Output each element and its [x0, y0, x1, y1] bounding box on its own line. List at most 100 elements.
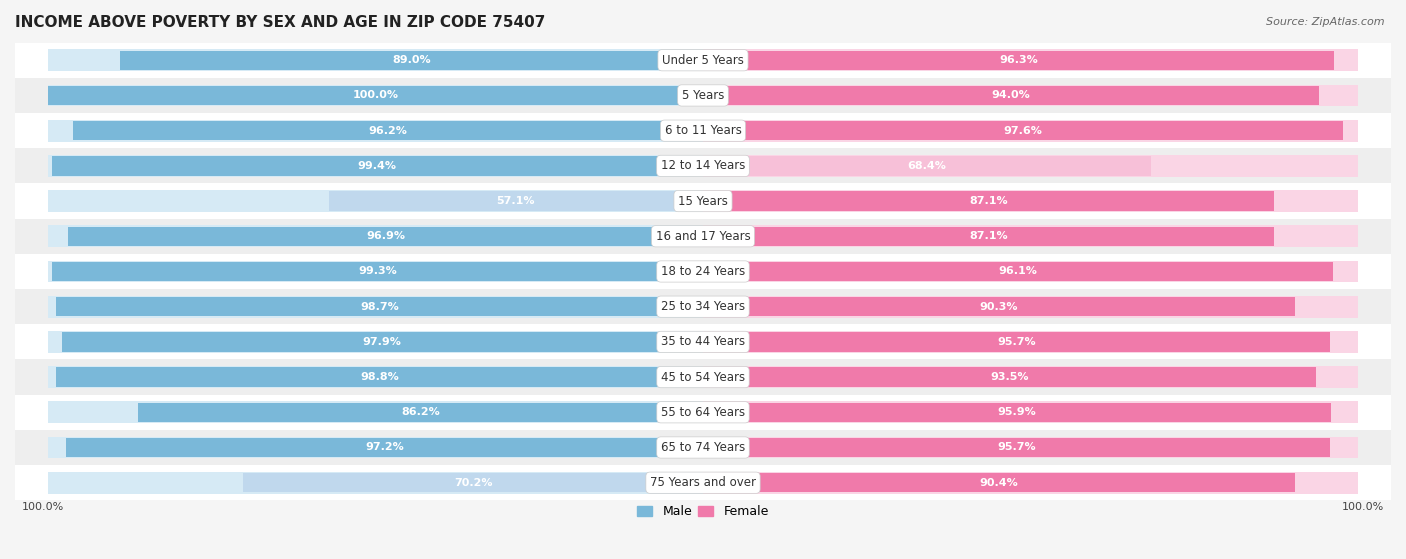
- Bar: [48, 331, 703, 353]
- Bar: [703, 191, 1274, 211]
- Text: 93.5%: 93.5%: [990, 372, 1029, 382]
- Bar: [138, 402, 703, 422]
- Legend: Male, Female: Male, Female: [633, 500, 773, 523]
- Text: 96.9%: 96.9%: [366, 231, 405, 241]
- Bar: [703, 296, 1358, 318]
- Text: Under 5 Years: Under 5 Years: [662, 54, 744, 67]
- Bar: [15, 324, 1391, 359]
- Bar: [52, 262, 703, 281]
- Text: 55 to 64 Years: 55 to 64 Years: [661, 406, 745, 419]
- Bar: [48, 190, 703, 212]
- Text: 12 to 14 Years: 12 to 14 Years: [661, 159, 745, 172]
- Bar: [15, 254, 1391, 289]
- Bar: [48, 49, 703, 71]
- Bar: [703, 438, 1330, 457]
- Bar: [15, 113, 1391, 148]
- Bar: [243, 473, 703, 492]
- Text: 96.3%: 96.3%: [1000, 55, 1038, 65]
- Text: 90.4%: 90.4%: [980, 478, 1018, 487]
- Bar: [67, 226, 703, 246]
- Bar: [66, 438, 703, 457]
- Bar: [703, 437, 1358, 458]
- Bar: [703, 331, 1358, 353]
- Text: 94.0%: 94.0%: [991, 91, 1031, 101]
- Text: 100.0%: 100.0%: [21, 503, 63, 513]
- Text: 96.2%: 96.2%: [368, 126, 408, 136]
- Text: 87.1%: 87.1%: [969, 231, 1008, 241]
- Bar: [15, 183, 1391, 219]
- Bar: [703, 225, 1358, 247]
- Text: 5 Years: 5 Years: [682, 89, 724, 102]
- Bar: [703, 262, 1333, 281]
- Bar: [703, 402, 1331, 422]
- Text: 98.7%: 98.7%: [360, 302, 399, 312]
- Text: 16 and 17 Years: 16 and 17 Years: [655, 230, 751, 243]
- Bar: [703, 226, 1274, 246]
- Text: INCOME ABOVE POVERTY BY SEX AND AGE IN ZIP CODE 75407: INCOME ABOVE POVERTY BY SEX AND AGE IN Z…: [15, 15, 546, 30]
- Bar: [15, 42, 1391, 78]
- Text: 97.6%: 97.6%: [1004, 126, 1042, 136]
- Text: 70.2%: 70.2%: [454, 478, 492, 487]
- Bar: [15, 289, 1391, 324]
- Bar: [48, 437, 703, 458]
- Bar: [329, 191, 703, 211]
- Bar: [703, 366, 1358, 388]
- Text: 100.0%: 100.0%: [1343, 503, 1385, 513]
- Bar: [703, 472, 1358, 494]
- Bar: [703, 401, 1358, 423]
- Text: 18 to 24 Years: 18 to 24 Years: [661, 265, 745, 278]
- Text: 99.4%: 99.4%: [359, 161, 396, 171]
- Text: 65 to 74 Years: 65 to 74 Years: [661, 441, 745, 454]
- Bar: [703, 473, 1295, 492]
- Text: 45 to 54 Years: 45 to 54 Years: [661, 371, 745, 383]
- Bar: [56, 297, 703, 316]
- Bar: [703, 332, 1330, 352]
- Bar: [15, 465, 1391, 500]
- Bar: [703, 297, 1295, 316]
- Bar: [703, 50, 1334, 70]
- Bar: [62, 332, 703, 352]
- Text: 90.3%: 90.3%: [980, 302, 1018, 312]
- Text: 96.1%: 96.1%: [998, 267, 1038, 277]
- Bar: [703, 260, 1358, 282]
- Bar: [120, 50, 703, 70]
- Bar: [48, 120, 703, 141]
- Text: 75 Years and over: 75 Years and over: [650, 476, 756, 489]
- Bar: [703, 84, 1358, 106]
- Bar: [15, 395, 1391, 430]
- Bar: [73, 121, 703, 140]
- Bar: [15, 148, 1391, 183]
- Text: 35 to 44 Years: 35 to 44 Years: [661, 335, 745, 348]
- Text: 99.3%: 99.3%: [359, 267, 396, 277]
- Bar: [15, 359, 1391, 395]
- Text: 25 to 34 Years: 25 to 34 Years: [661, 300, 745, 313]
- Bar: [703, 121, 1343, 140]
- Text: Source: ZipAtlas.com: Source: ZipAtlas.com: [1267, 17, 1385, 27]
- Text: 87.1%: 87.1%: [969, 196, 1008, 206]
- Text: 95.9%: 95.9%: [998, 408, 1036, 417]
- Bar: [15, 78, 1391, 113]
- Bar: [52, 156, 703, 176]
- Text: 95.7%: 95.7%: [997, 337, 1036, 347]
- Bar: [48, 401, 703, 423]
- Bar: [48, 296, 703, 318]
- Bar: [48, 260, 703, 282]
- Text: 6 to 11 Years: 6 to 11 Years: [665, 124, 741, 137]
- Bar: [48, 225, 703, 247]
- Text: 86.2%: 86.2%: [401, 408, 440, 417]
- Text: 98.8%: 98.8%: [360, 372, 399, 382]
- Bar: [48, 366, 703, 388]
- Text: 68.4%: 68.4%: [908, 161, 946, 171]
- Bar: [56, 367, 703, 387]
- Bar: [48, 86, 703, 105]
- Bar: [703, 156, 1152, 176]
- Bar: [48, 472, 703, 494]
- Bar: [703, 86, 1319, 105]
- Bar: [15, 219, 1391, 254]
- Text: 15 Years: 15 Years: [678, 195, 728, 207]
- Bar: [703, 49, 1358, 71]
- Bar: [703, 155, 1358, 177]
- Text: 97.2%: 97.2%: [366, 443, 404, 452]
- Text: 97.9%: 97.9%: [363, 337, 402, 347]
- Bar: [703, 367, 1316, 387]
